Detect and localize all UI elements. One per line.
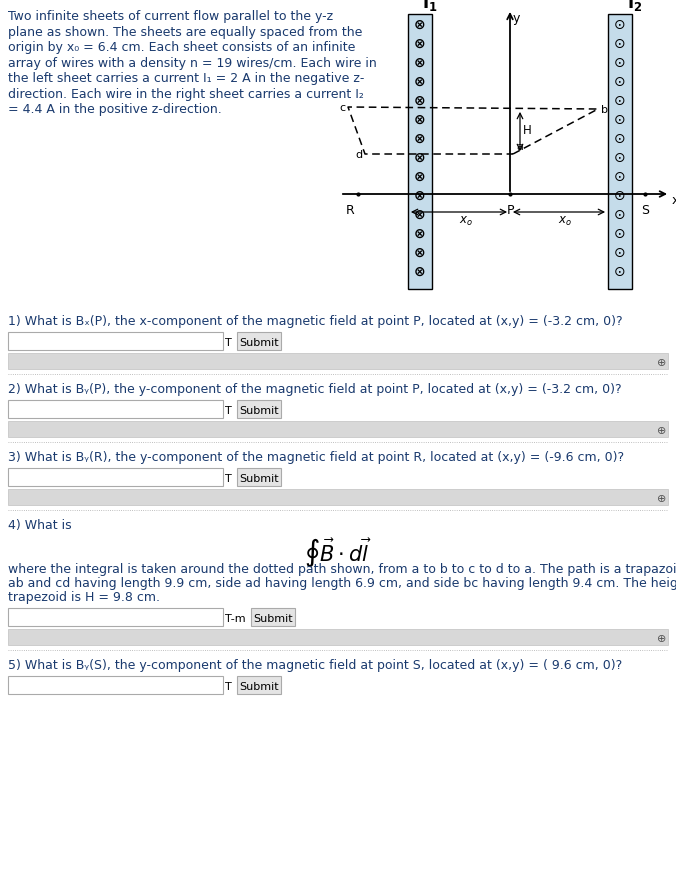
Text: ⊙: ⊙ [614, 189, 626, 203]
Text: ⊙: ⊙ [614, 245, 626, 260]
Bar [8, 676, 223, 695]
Bar [237, 676, 281, 695]
Text: ⊗: ⊗ [414, 56, 426, 70]
Bar [237, 332, 281, 351]
Text: ⊕: ⊕ [656, 425, 666, 436]
Text: ⊗: ⊗ [414, 113, 426, 127]
Bar [8, 332, 223, 351]
Text: 5) What is Bᵧ(S), the y-component of the magnetic field at point S, located at (: 5) What is Bᵧ(S), the y-component of the… [8, 658, 622, 672]
Bar [237, 400, 281, 418]
Text: 4) What is: 4) What is [8, 518, 72, 532]
Text: Submit: Submit [239, 473, 279, 484]
Text: T: T [225, 338, 232, 347]
Text: trapezoid is H = 9.8 cm.: trapezoid is H = 9.8 cm. [8, 590, 160, 603]
Text: 3) What is Bᵧ(R), the y-component of the magnetic field at point R, located at (: 3) What is Bᵧ(R), the y-component of the… [8, 450, 624, 463]
Text: $\mathbf{I_2}$: $\mathbf{I_2}$ [627, 0, 643, 13]
Text: H: H [523, 123, 532, 136]
Text: $\mathbf{I_1}$: $\mathbf{I_1}$ [422, 0, 438, 13]
Bar [8, 400, 223, 418]
Bar [8, 629, 668, 645]
Text: Two infinite sheets of current flow parallel to the y-z: Two infinite sheets of current flow para… [8, 10, 333, 23]
Text: P: P [506, 204, 514, 217]
Text: $x_o$: $x_o$ [558, 214, 572, 228]
Text: $\oint \vec{B} \cdot d\vec{l}$: $\oint \vec{B} \cdot d\vec{l}$ [304, 536, 372, 569]
Text: ⊗: ⊗ [414, 37, 426, 51]
Text: ab and cd having length 9.9 cm, side ad having length 6.9 cm, and side bc having: ab and cd having length 9.9 cm, side ad … [8, 577, 676, 589]
Text: ⊙: ⊙ [614, 37, 626, 51]
Text: ⊗: ⊗ [414, 18, 426, 32]
Text: ⊙: ⊙ [614, 170, 626, 183]
Text: = 4.4 A in the positive z-direction.: = 4.4 A in the positive z-direction. [8, 103, 222, 116]
Text: ⊙: ⊙ [614, 18, 626, 32]
Text: R: R [345, 204, 354, 217]
Text: x: x [672, 193, 676, 206]
Text: ⊗: ⊗ [414, 132, 426, 146]
Text: ⊗: ⊗ [414, 94, 426, 108]
Text: direction. Each wire in the right sheet carries a current I₂: direction. Each wire in the right sheet … [8, 88, 364, 100]
Text: Submit: Submit [239, 406, 279, 416]
Text: Submit: Submit [254, 613, 293, 623]
Text: ⊙: ⊙ [614, 113, 626, 127]
Text: ⊗: ⊗ [414, 207, 426, 222]
Text: y: y [513, 12, 521, 25]
Text: a: a [516, 142, 523, 152]
Text: $x_o$: $x_o$ [459, 214, 473, 228]
Text: ⊙: ⊙ [614, 94, 626, 108]
Bar [408, 15, 432, 290]
Text: Submit: Submit [239, 681, 279, 691]
Text: ⊗: ⊗ [414, 227, 426, 241]
Text: ⊙: ⊙ [614, 227, 626, 241]
Text: ⊙: ⊙ [614, 207, 626, 222]
Text: ⊗: ⊗ [414, 170, 426, 183]
Bar [608, 15, 632, 290]
Text: ⊕: ⊕ [656, 358, 666, 368]
Text: T: T [225, 406, 232, 416]
Text: ⊕: ⊕ [656, 633, 666, 643]
Text: 2) What is Bᵧ(P), the y-component of the magnetic field at point P, located at (: 2) What is Bᵧ(P), the y-component of the… [8, 383, 622, 395]
Text: T: T [225, 473, 232, 484]
Text: ⊙: ⊙ [614, 56, 626, 70]
Text: S: S [641, 204, 649, 217]
Text: ⊕: ⊕ [656, 494, 666, 503]
Text: where the integral is taken around the dotted path shown, from a to b to c to d : where the integral is taken around the d… [8, 563, 676, 575]
Text: origin by x₀ = 6.4 cm. Each sheet consists of an infinite: origin by x₀ = 6.4 cm. Each sheet consis… [8, 41, 356, 54]
Bar [8, 609, 223, 626]
Bar [8, 422, 668, 438]
Bar [251, 609, 295, 626]
Bar [8, 354, 668, 369]
Text: ⊙: ⊙ [614, 132, 626, 146]
Text: 1) What is Bₓ(P), the x-component of the magnetic field at point P, located at (: 1) What is Bₓ(P), the x-component of the… [8, 315, 623, 328]
Text: d: d [355, 150, 362, 159]
Bar [8, 489, 668, 505]
Text: T: T [225, 681, 232, 691]
Bar [8, 469, 223, 486]
Text: ⊙: ⊙ [614, 151, 626, 165]
Text: ⊗: ⊗ [414, 75, 426, 89]
Text: array of wires with a density n = 19 wires/cm. Each wire in: array of wires with a density n = 19 wir… [8, 57, 377, 69]
Text: Submit: Submit [239, 338, 279, 347]
Bar [237, 469, 281, 486]
Text: ⊗: ⊗ [414, 151, 426, 165]
Text: the left sheet carries a current I₁ = 2 A in the negative z-: the left sheet carries a current I₁ = 2 … [8, 72, 364, 85]
Text: ⊗: ⊗ [414, 265, 426, 279]
Text: T-m: T-m [225, 613, 245, 623]
Text: ⊙: ⊙ [614, 75, 626, 89]
Text: b: b [601, 105, 608, 115]
Text: ⊙: ⊙ [614, 265, 626, 279]
Text: plane as shown. The sheets are equally spaced from the: plane as shown. The sheets are equally s… [8, 26, 362, 38]
Text: ⊗: ⊗ [414, 245, 426, 260]
Text: c: c [339, 103, 345, 113]
Text: ⊗: ⊗ [414, 189, 426, 203]
